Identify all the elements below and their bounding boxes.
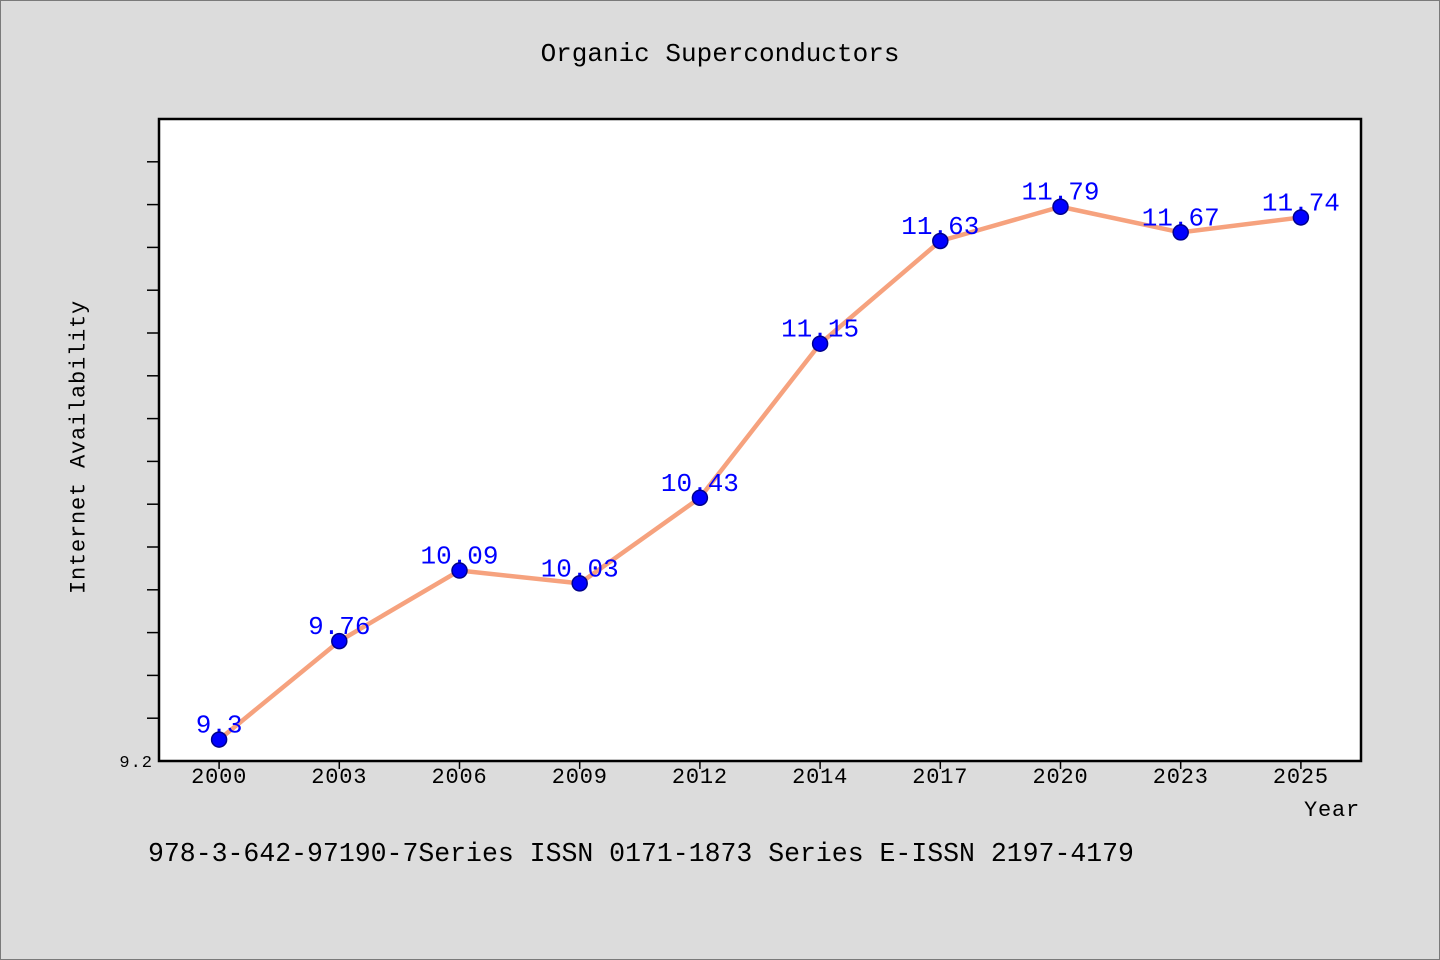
chart-title: Organic Superconductors [541, 39, 900, 69]
data-point-marker [1052, 198, 1069, 215]
x-axis-tick-label: 2006 [431, 765, 487, 790]
y-axis-tick-label: 9.2 [119, 754, 153, 773]
data-point-marker [1172, 224, 1189, 241]
data-point-marker [811, 335, 829, 352]
series-line [216, 204, 1304, 742]
y-axis-ticks [147, 161, 159, 719]
footer-text: 978-3-642-97190-7Series ISSN 0171-1873 S… [148, 839, 1134, 869]
data-point-marker [451, 562, 468, 579]
data-point-marker [1292, 209, 1310, 226]
data-point-marker [571, 575, 588, 592]
x-axis-label: Year [1304, 798, 1360, 823]
x-axis-tick-label: 2020 [1032, 765, 1088, 790]
data-point-marker [331, 632, 348, 650]
data-point-marker [691, 489, 709, 507]
data-point-marker [932, 232, 949, 250]
series-markers [210, 198, 1310, 748]
x-axis-tick-label: 2014 [792, 765, 848, 790]
data-point-marker [210, 731, 228, 748]
x-axis-tick-label: 2000 [191, 765, 247, 790]
x-axis-tick-label: 2025 [1273, 765, 1329, 790]
y-axis-tick-labels: 9.2 [119, 754, 153, 773]
x-axis-tick-label: 2003 [311, 765, 367, 790]
x-axis-ticks [218, 761, 1302, 769]
x-axis-tick-label: 2012 [672, 765, 728, 790]
x-axis-tick-label: 2017 [912, 765, 968, 790]
x-axis-tick-labels: 2000 2003 2006 2009 2012 2014 2017 2020 2023 2025 [191, 765, 1329, 790]
y-axis-label: Internet Availability [67, 300, 92, 594]
x-axis-tick-label: 2023 [1153, 765, 1209, 790]
x-axis-tick-label: 2009 [552, 765, 608, 790]
